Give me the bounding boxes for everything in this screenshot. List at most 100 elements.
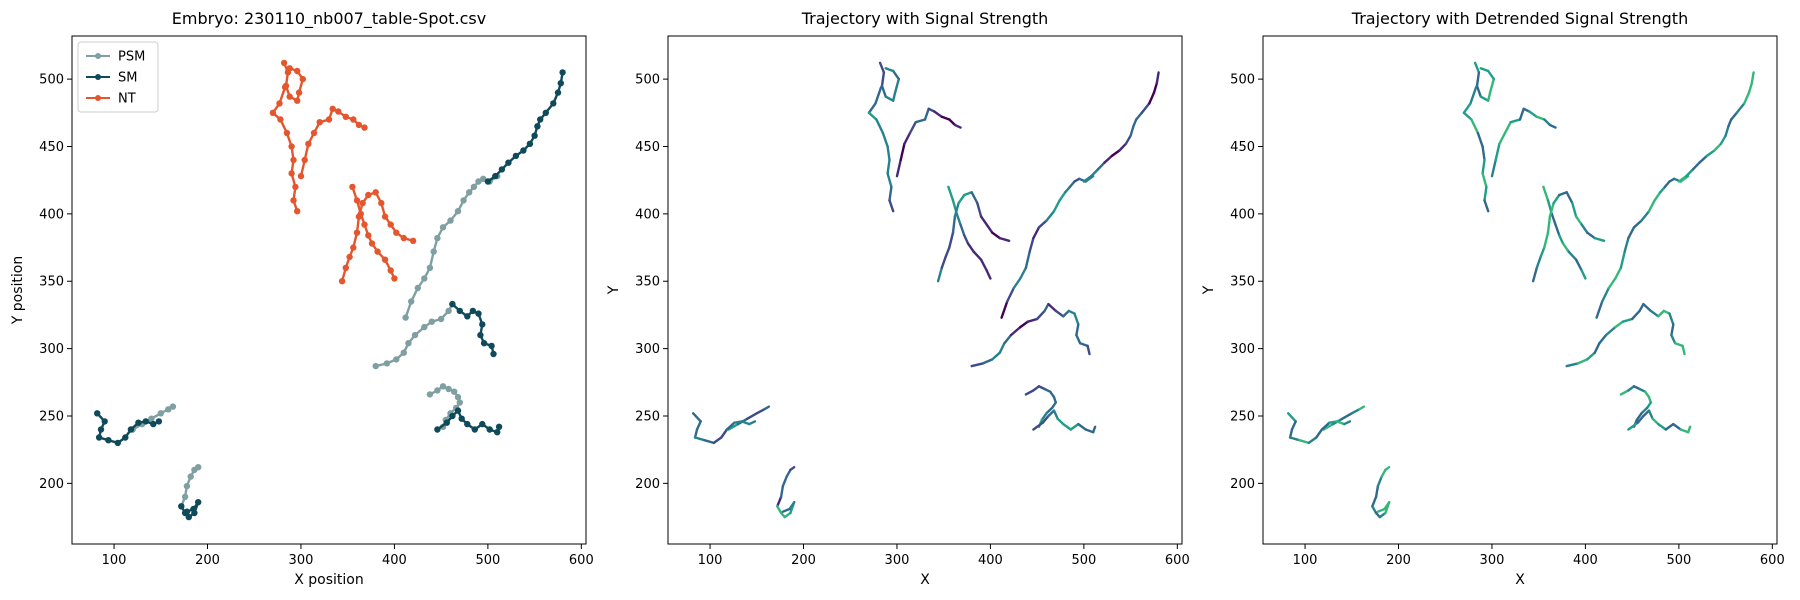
track-point-psm bbox=[372, 362, 379, 370]
colored-track-segment bbox=[776, 505, 783, 515]
colored-track-segment bbox=[1677, 174, 1688, 183]
track-point-nt bbox=[381, 256, 389, 263]
track-point-psm bbox=[393, 356, 400, 363]
colored-track-segment bbox=[948, 118, 957, 127]
track-point-psm bbox=[466, 189, 473, 196]
colored-track-segment bbox=[976, 201, 983, 218]
colored-track-segment bbox=[1535, 255, 1542, 269]
colored-track-segment bbox=[1129, 125, 1135, 137]
colored-track-segment bbox=[953, 123, 962, 129]
colored-track-segment bbox=[908, 120, 917, 135]
colored-track-segment bbox=[874, 85, 883, 105]
colored-track-segment bbox=[1307, 436, 1318, 445]
colored-track-segment bbox=[746, 412, 758, 420]
x-axis-label: X bbox=[1515, 572, 1525, 588]
colored-track-segment bbox=[981, 358, 994, 365]
track-point-psm bbox=[421, 275, 428, 282]
colored-track-segment bbox=[1698, 154, 1709, 164]
track-point-nt bbox=[290, 197, 297, 204]
track-point-psm bbox=[460, 197, 467, 204]
colored-track-segment bbox=[1019, 266, 1028, 280]
track-point-sm bbox=[554, 89, 562, 96]
colored-track-segment bbox=[1320, 421, 1331, 431]
colored-track-segment bbox=[1672, 422, 1682, 431]
colored-track-segment bbox=[1561, 242, 1570, 253]
colored-track-segment bbox=[1580, 223, 1589, 234]
track-point-sm bbox=[190, 505, 197, 513]
colored-track-segment bbox=[880, 84, 887, 98]
colored-track-segment bbox=[1604, 325, 1617, 337]
x-tick-label: 400 bbox=[382, 553, 407, 568]
track-point-nt bbox=[316, 119, 323, 126]
track-point-nt bbox=[355, 213, 363, 220]
y-axis-label: Y bbox=[1201, 285, 1217, 295]
track-point-nt bbox=[288, 170, 295, 177]
colored-track-segment bbox=[1056, 417, 1065, 426]
track-point-nt bbox=[342, 264, 349, 271]
track-point-nt bbox=[295, 89, 303, 96]
colored-track-segment bbox=[948, 231, 955, 249]
track-point-sm bbox=[537, 116, 544, 123]
colored-track-segment bbox=[1288, 428, 1294, 439]
colored-track-segment bbox=[979, 215, 988, 226]
colored-track-segment bbox=[1019, 320, 1030, 329]
track-point-sm bbox=[557, 80, 564, 87]
y-axis-label: Y position bbox=[10, 256, 26, 325]
colored-track-segment bbox=[1647, 409, 1654, 420]
track-point-psm bbox=[454, 208, 462, 215]
colored-track-segment bbox=[1598, 333, 1608, 345]
chart-title: Trajectory with Detrended Signal Strengt… bbox=[1351, 9, 1688, 28]
colored-track-segment bbox=[1047, 409, 1056, 418]
track-nt-2 bbox=[271, 86, 299, 212]
track-point-sm bbox=[97, 426, 105, 433]
data-layer bbox=[692, 61, 1160, 519]
track-point-nt bbox=[342, 113, 349, 121]
colored-track-segment bbox=[1062, 422, 1073, 431]
chart-title: Embryo: 230110_nb007_table-Spot.csv bbox=[172, 9, 486, 29]
track-point-nt bbox=[290, 156, 297, 164]
colored-track-segment bbox=[1638, 302, 1645, 313]
colored-track-segment bbox=[867, 111, 878, 121]
colored-track-segment bbox=[1376, 507, 1386, 513]
track-point-nt bbox=[276, 100, 283, 107]
track-point-nt bbox=[310, 129, 318, 137]
colored-track-segment bbox=[1315, 428, 1324, 439]
colored-track-segment bbox=[1045, 406, 1054, 415]
colored-track-segment bbox=[1322, 422, 1335, 431]
colored-track-segment bbox=[888, 185, 893, 202]
track-point-sm bbox=[114, 439, 122, 447]
track-point-psm bbox=[434, 234, 441, 242]
colored-track-segment bbox=[1664, 422, 1675, 431]
track-point-nt bbox=[283, 129, 291, 137]
colored-track-segment bbox=[1328, 420, 1339, 424]
colored-track-segment bbox=[944, 246, 951, 259]
colored-track-segment bbox=[693, 428, 699, 439]
colored-track-segment bbox=[1640, 406, 1649, 415]
track-sm-1 bbox=[487, 72, 564, 183]
track-point-nt bbox=[400, 234, 407, 242]
colored-track-segment bbox=[1481, 158, 1486, 175]
track-point-sm bbox=[122, 434, 129, 441]
x-tick-label: 200 bbox=[195, 553, 220, 568]
colored-track-segment bbox=[789, 466, 796, 472]
colored-track-segment bbox=[1481, 145, 1486, 162]
colored-track-segment bbox=[1479, 67, 1490, 73]
track-point-nt bbox=[292, 183, 299, 191]
y-tick-label: 500 bbox=[635, 73, 660, 88]
colored-track-segment bbox=[1084, 428, 1095, 434]
colored-track-segment bbox=[1657, 422, 1668, 431]
colored-track-segment bbox=[1082, 174, 1093, 183]
colored-track-segment bbox=[895, 158, 902, 178]
track-point-nt bbox=[361, 221, 368, 228]
colored-track-segment bbox=[1554, 223, 1561, 237]
colored-track-segment bbox=[1140, 102, 1151, 115]
colored-track-segment bbox=[1627, 421, 1640, 431]
track-point-nt bbox=[325, 116, 333, 123]
y-tick-label: 350 bbox=[39, 275, 64, 290]
colored-track-segment bbox=[1548, 201, 1555, 218]
colored-track-segment bbox=[979, 258, 988, 272]
track-point-sm bbox=[531, 132, 538, 139]
colored-track-segment bbox=[880, 71, 886, 88]
colored-track-segment bbox=[1462, 111, 1473, 121]
colored-track-segment bbox=[1462, 102, 1472, 115]
